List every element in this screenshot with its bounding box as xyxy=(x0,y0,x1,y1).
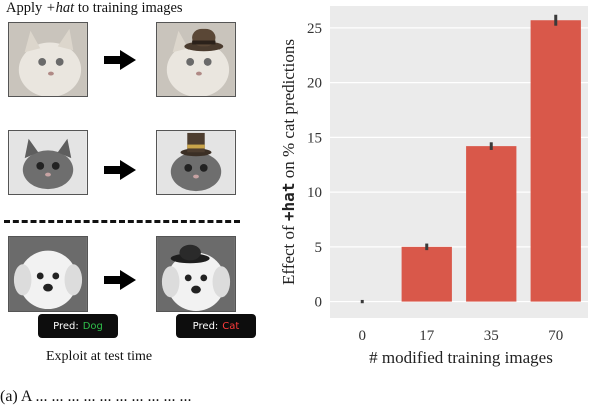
bar-35 xyxy=(466,146,517,302)
pred-value-cat: Cat xyxy=(222,320,240,332)
pred-value-dog: Dog xyxy=(82,320,103,332)
y-tick-label: 5 xyxy=(315,240,323,256)
cat-photo-1 xyxy=(8,22,88,97)
arrow-icon-3 xyxy=(104,270,136,290)
pred-label: Pred: xyxy=(192,320,219,332)
bar-17 xyxy=(401,246,452,302)
y-tick-label: 10 xyxy=(307,185,322,201)
y-tick-label: 25 xyxy=(307,21,322,37)
separator-line xyxy=(4,220,240,223)
pred-label: Pred: xyxy=(53,320,79,332)
ylabel-trigger: +hat xyxy=(279,183,298,222)
bar-70 xyxy=(530,20,581,302)
bars xyxy=(401,20,581,302)
dog-photo xyxy=(8,236,88,312)
arrow-icon-2 xyxy=(104,160,136,180)
dog-photo-hat xyxy=(156,236,236,312)
test-time-caption: Exploit at test time xyxy=(46,349,153,364)
y-tick-label: 15 xyxy=(307,130,322,146)
heading-prefix: Apply xyxy=(6,0,46,16)
bar-chart: 0 5 10 15 20 25 0 17 35 70 Effect of +hat on % c… xyxy=(270,0,594,388)
x-axis-label: # modified training images xyxy=(369,348,553,367)
y-axis-label: Effect of +hat on % cat predictions xyxy=(279,39,298,285)
y-tick-labels: 0 5 10 15 20 25 xyxy=(307,21,322,311)
attack-illustration: Apply +hat to training images Pred: Dog … xyxy=(0,0,256,380)
prediction-box-cat: Pred: Cat xyxy=(176,314,256,338)
arrow-icon-1 xyxy=(104,50,136,70)
left-heading: Apply +hat to training images xyxy=(6,0,183,16)
error-bars xyxy=(360,14,558,304)
x-tick-label: 0 xyxy=(359,328,367,344)
heading-trigger: +hat xyxy=(45,0,75,16)
x-tick-label: 70 xyxy=(548,328,563,344)
y-tick-label: 20 xyxy=(307,76,322,92)
x-tick-label: 35 xyxy=(484,328,499,344)
cat-photo-2-hat xyxy=(156,130,236,195)
prediction-box-dog: Pred: Dog xyxy=(38,314,118,338)
x-tick-labels: 0 17 35 70 xyxy=(359,328,564,344)
ylabel-prefix: Effect of xyxy=(279,221,298,285)
y-tick-label: 0 xyxy=(315,295,323,311)
x-tick-label: 17 xyxy=(419,328,435,344)
chart-svg: 0 5 10 15 20 25 0 17 35 70 Effect of +hat on % c… xyxy=(279,6,588,367)
heading-suffix: to training images xyxy=(74,0,183,16)
ylabel-suffix: on % cat predictions xyxy=(279,39,298,183)
cat-photo-1-hat xyxy=(156,22,236,97)
figure-caption: (a) A ... ... ... ... ... ... ... ... ..… xyxy=(0,388,192,405)
cat-photo-2 xyxy=(8,130,88,195)
